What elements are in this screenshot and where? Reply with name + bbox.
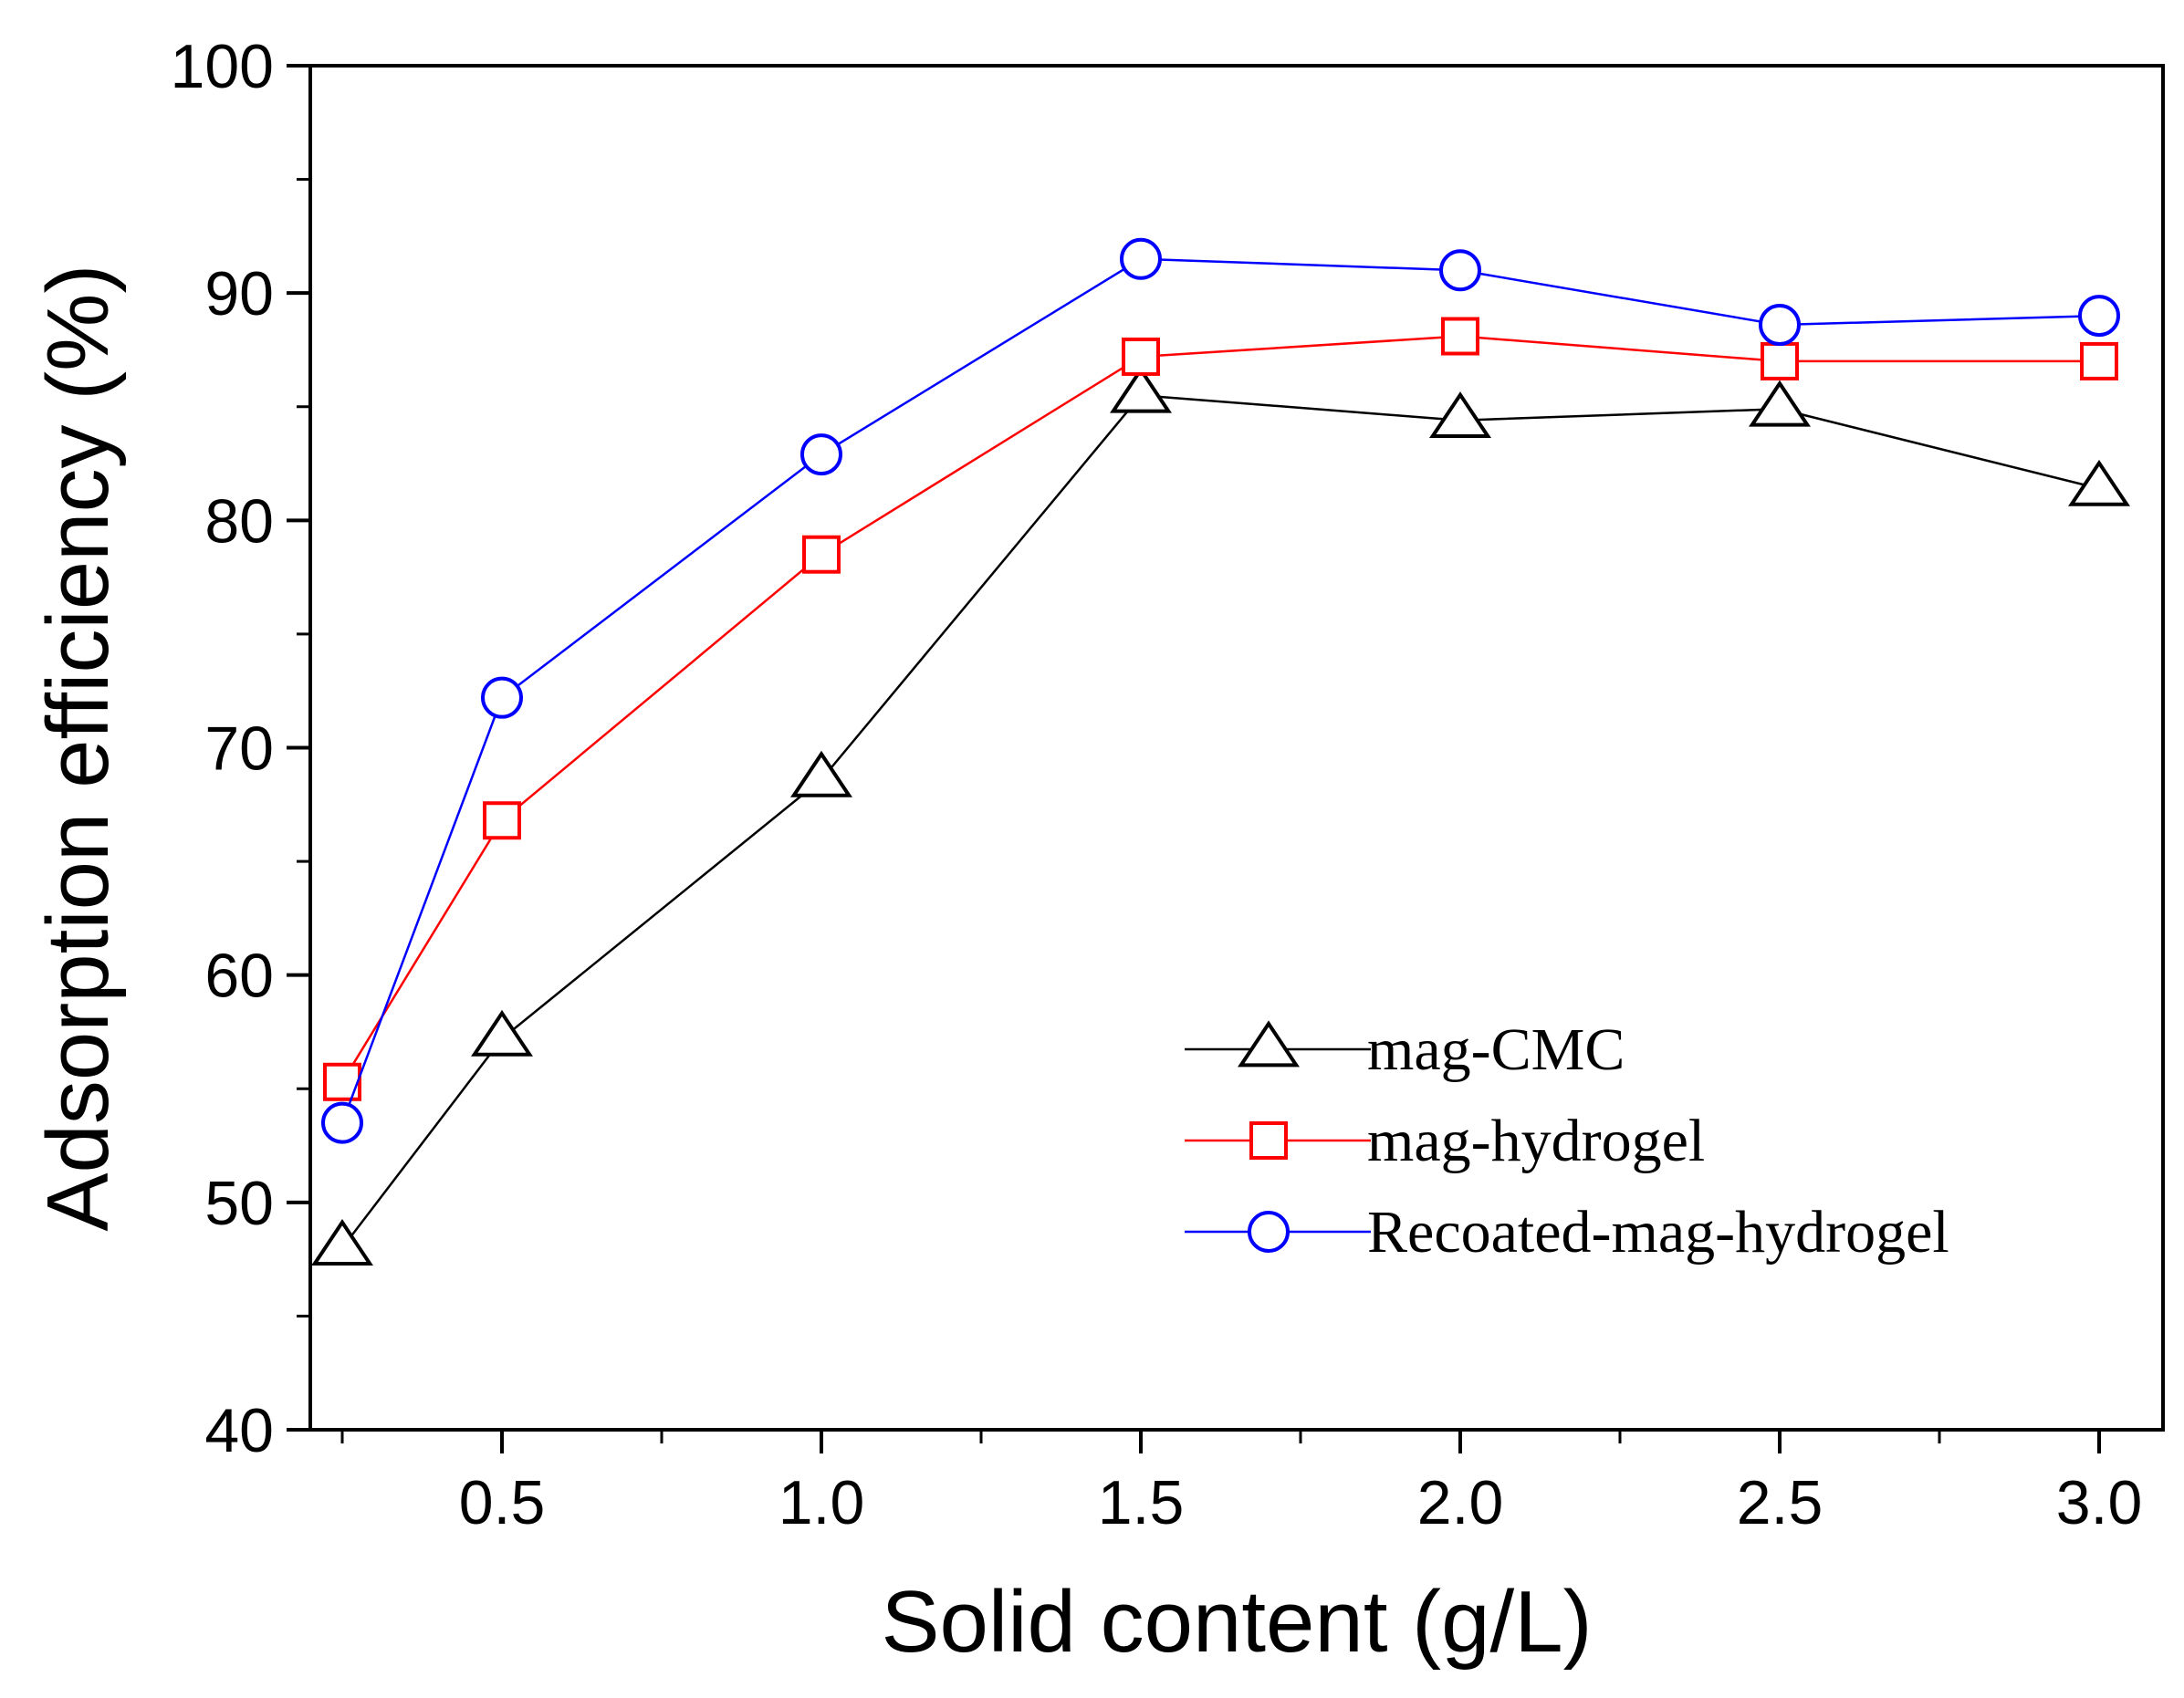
series-mag-CMC [311,366,2130,1266]
series-line [340,257,2100,1124]
data-point [1761,341,1799,380]
x-tick-label: 2.0 [1417,1468,1504,1537]
data-point [802,535,841,574]
data-point [2068,459,2130,506]
legend-label: Recoated-mag-hydrogel [1367,1199,1949,1266]
data-point [1759,304,1801,347]
data-point [2080,341,2118,380]
legend-item: mag-CMC [1185,1016,1625,1083]
data-point [1122,337,1160,376]
data-point [481,676,523,719]
data-point [1110,366,1172,413]
y-tick-label: 40 [204,1396,274,1465]
x-tick-label: 2.5 [1737,1468,1823,1537]
data-point [483,801,521,840]
data-point [1120,237,1162,280]
data-point [311,1219,373,1266]
data-point [800,433,842,476]
y-tick-label: 60 [204,942,274,1011]
legend: mag-CMC mag-hydrogel Recoated-mag-hydrogel [1185,1016,1949,1266]
data-point [471,1009,533,1057]
y-tick-label: 90 [204,259,274,328]
legend-marker [1248,1211,1290,1253]
data-point [1439,249,1481,292]
y-tick-label: 80 [204,486,274,556]
data-point [1441,317,1479,356]
x-tick-label: 3.0 [2056,1468,2143,1537]
legend-label: mag-hydrogel [1367,1108,1705,1174]
legend-item: mag-hydrogel [1185,1108,1705,1174]
series-line [340,335,2099,1083]
y-tick-label: 100 [171,32,274,101]
data-point [321,1101,363,1144]
x-tick-label: 0.5 [459,1468,546,1537]
series-line [341,393,2100,1249]
legend-marker [1238,1020,1300,1068]
legend-item: Recoated-mag-hydrogel [1185,1199,1949,1266]
plot-frame [308,64,2165,1432]
data-point [1429,391,1491,439]
series-Recoated-mag-hydrogel [321,237,2120,1144]
x-tick-label: 1.0 [779,1468,865,1537]
ticks-layer: 0.5 1.0 1.5 2.0 2.5 3.0 40 50 60 70 80 90 100 [171,32,2143,1537]
y-axis-title: Adsorption efficiency (%) [29,264,127,1231]
x-axis-title: Solid content (g/L) [881,1573,1592,1671]
data-point [1749,380,1811,427]
data-point [323,1062,361,1101]
legend-marker [1249,1121,1288,1160]
y-tick-label: 50 [204,1169,274,1238]
series-layer [311,237,2130,1266]
legend-label: mag-CMC [1367,1016,1625,1083]
y-tick-label: 70 [204,714,274,784]
data-point [790,750,852,797]
series-mag-hydrogel [323,317,2118,1101]
x-tick-label: 1.5 [1098,1468,1185,1537]
data-point [2078,295,2120,338]
